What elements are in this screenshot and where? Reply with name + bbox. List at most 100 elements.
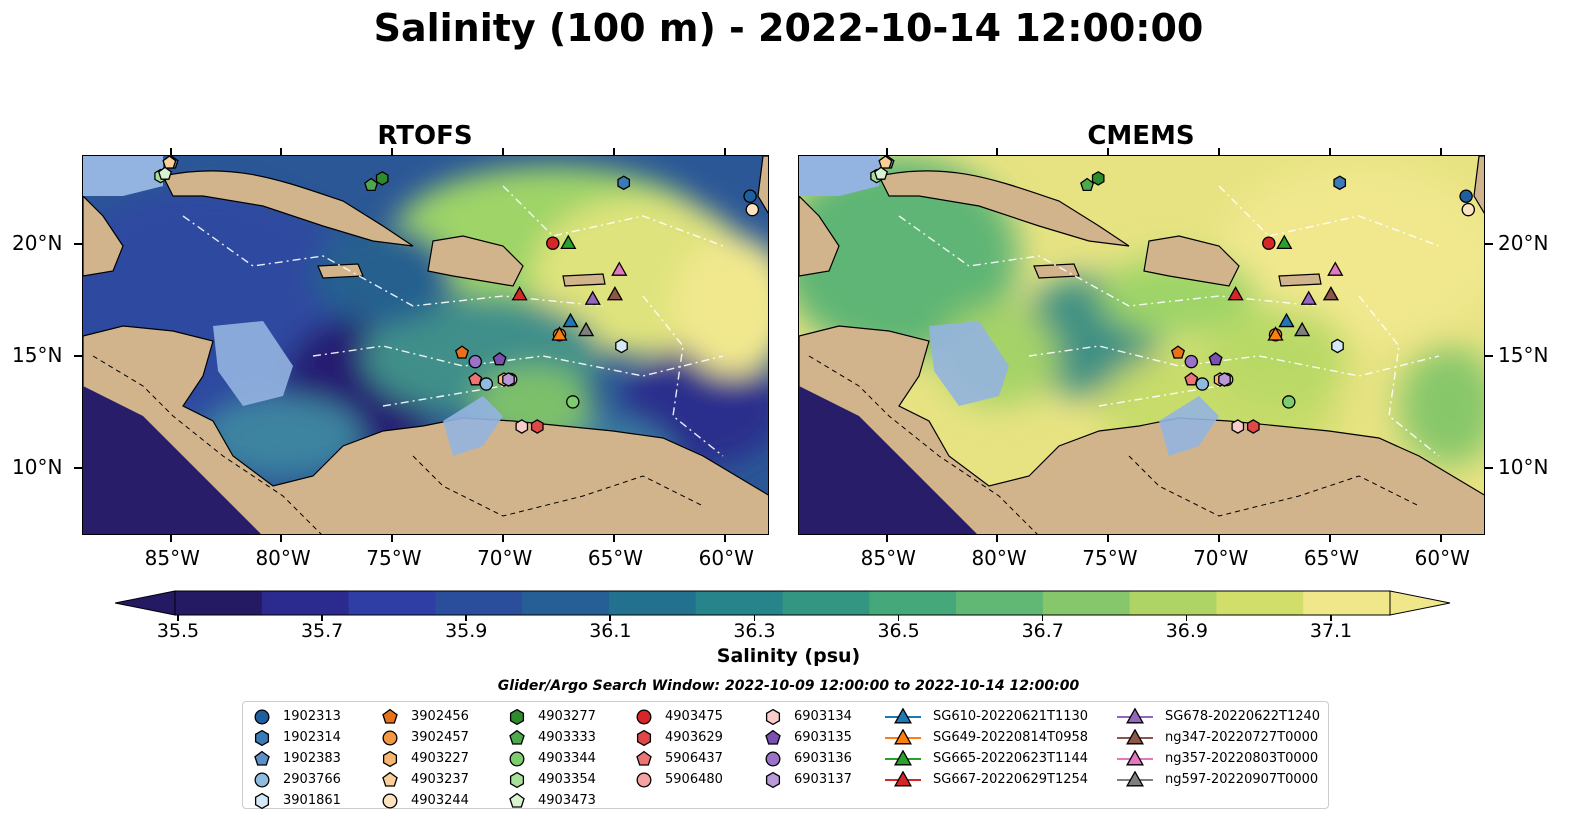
legend-marker [636,750,652,766]
obs-marker-2903766 [479,377,494,391]
legend-marker [765,729,781,745]
legend-column: 4903277 4903333 4903344 4903354 4903473 [506,706,596,811]
obs-marker-3902456 [454,345,470,359]
obs-marker-ng357-20220803T0000 [1327,261,1344,276]
legend-label: 1902313 [283,709,341,724]
legend-label: 5906480 [665,772,723,787]
legend-item: 6903135 [762,727,852,748]
cmems-map [798,155,1485,535]
legend-marker [382,771,398,787]
colorbar-tick-label: 35.5 [156,620,200,642]
panel-title-cmems: CMEMS [1087,121,1195,151]
legend-marker [509,708,525,725]
legend-item: 2903766 [251,769,341,790]
legend-label: 6903136 [794,751,852,766]
legend-marker [509,771,525,788]
colorbar-tick [177,615,179,621]
obs-marker-ng357-20220803T0000 [611,261,628,276]
obs-marker-6903134 [1231,419,1245,434]
obs-marker-6903135 [492,352,507,366]
legend-marker [765,708,781,725]
colorbar-tick [897,615,900,621]
legend-item: SG667-20220629T1254 [883,769,1088,790]
legend-label: 1902383 [283,751,341,766]
colorbar-tick [321,615,323,621]
lon-label: 85°W [144,546,200,570]
obs-marker-6903136 [1184,354,1199,369]
obs-marker-3901861 [1331,338,1344,354]
legend-column: SG678-20220622T1240 ng347-20220727T0000 ng… [1115,706,1320,790]
legend-label: 6903135 [794,730,852,745]
legend-label: ng597-20220907T0000 [1165,772,1319,787]
legend-label: SG610-20220621T1130 [933,709,1089,724]
obs-marker-4903237 [162,156,177,169]
legend-item: 6903137 [762,769,852,790]
legend-item: 1902313 [251,706,341,727]
obs-marker-6903134 [515,419,529,434]
obs-marker-1902313 [743,189,757,203]
legend-marker [382,750,398,767]
legend-label: SG665-20220623T1144 [933,751,1089,766]
colorbar-tick [609,615,611,621]
obs-marker-6903137 [1218,372,1231,387]
lon-tick [1328,535,1331,542]
lon-tick [996,535,999,542]
lon-tick-top [612,148,615,155]
colorbar-segment [869,591,957,615]
colorbar-tick-label: 36.9 [1165,620,1209,642]
colorbar-tick-label: 35.9 [445,620,488,642]
obs-marker-4903629 [530,419,544,434]
lon-tick [885,535,888,542]
obs-marker-5906437 [468,372,483,386]
legend-label: SG678-20220622T1240 [1165,709,1321,724]
legend-item: ng357-20220803T0000 [1115,748,1320,769]
obs-marker-3901861 [615,338,628,354]
legend-label: 4903344 [538,751,596,766]
colorbar-segment [695,591,783,615]
obs-marker-ng347-20220727T0000 [606,285,624,301]
obs-marker-SG610-20220621T1130 [1278,312,1295,328]
lon-tick-top [502,148,505,155]
legend-item: 4903629 [633,727,723,748]
obs-marker-4903333 [364,177,379,192]
legend-item: SG665-20220623T1144 [883,748,1088,769]
obs-marker-4903277 [1091,171,1105,186]
colorbar-segment [1303,591,1391,615]
obs-marker-1902313 [1459,189,1473,203]
colorbar-tick [1185,615,1188,621]
legend-marker [885,707,921,723]
legend-marker [382,708,398,724]
legend-label: 4903333 [538,730,596,745]
legend-label: 2903766 [283,772,341,787]
lon-tick-top [280,148,283,155]
legend-label: 4903629 [665,730,723,745]
legend-marker [636,729,652,746]
legend-marker [1117,707,1153,723]
legend-marker [254,729,270,746]
lat-label: 10°N [1498,454,1549,479]
legend-column: 1902313 1902314 1902383 2903766 3901861 [251,706,341,811]
legend-label: ng357-20220803T0000 [1165,751,1319,766]
legend-item: ng347-20220727T0000 [1115,727,1320,748]
legend-label: 6903134 [794,709,852,724]
lon-label: 75°W [366,546,422,570]
colorbar-tick-label: 36.5 [877,620,920,642]
obs-marker-SG610-20220621T1130 [562,312,579,328]
rtofs-map-canvas [83,156,768,534]
lon-tick-top [391,148,394,155]
legend-item: 4903244 [379,790,469,811]
legend-item: 4903473 [506,790,596,811]
colorbar-tick-label: 35.7 [300,620,344,642]
colorbar-segment [608,591,697,615]
obs-marker-6903137 [502,372,515,387]
legend-label: 4903475 [665,709,723,724]
lon-label: 80°W [971,546,1027,570]
obs-marker-1902314 [617,175,631,191]
legend-marker [254,750,270,766]
legend-column: SG610-20220621T1130 SG649-20220814T0958 SG… [883,706,1088,790]
lon-tick-top [1439,148,1442,155]
lon-tick [1218,535,1221,542]
obs-marker-SG667-20220629T1254 [511,285,528,301]
legend-item: 4903237 [379,769,469,790]
legend-label: 6903137 [794,772,852,787]
